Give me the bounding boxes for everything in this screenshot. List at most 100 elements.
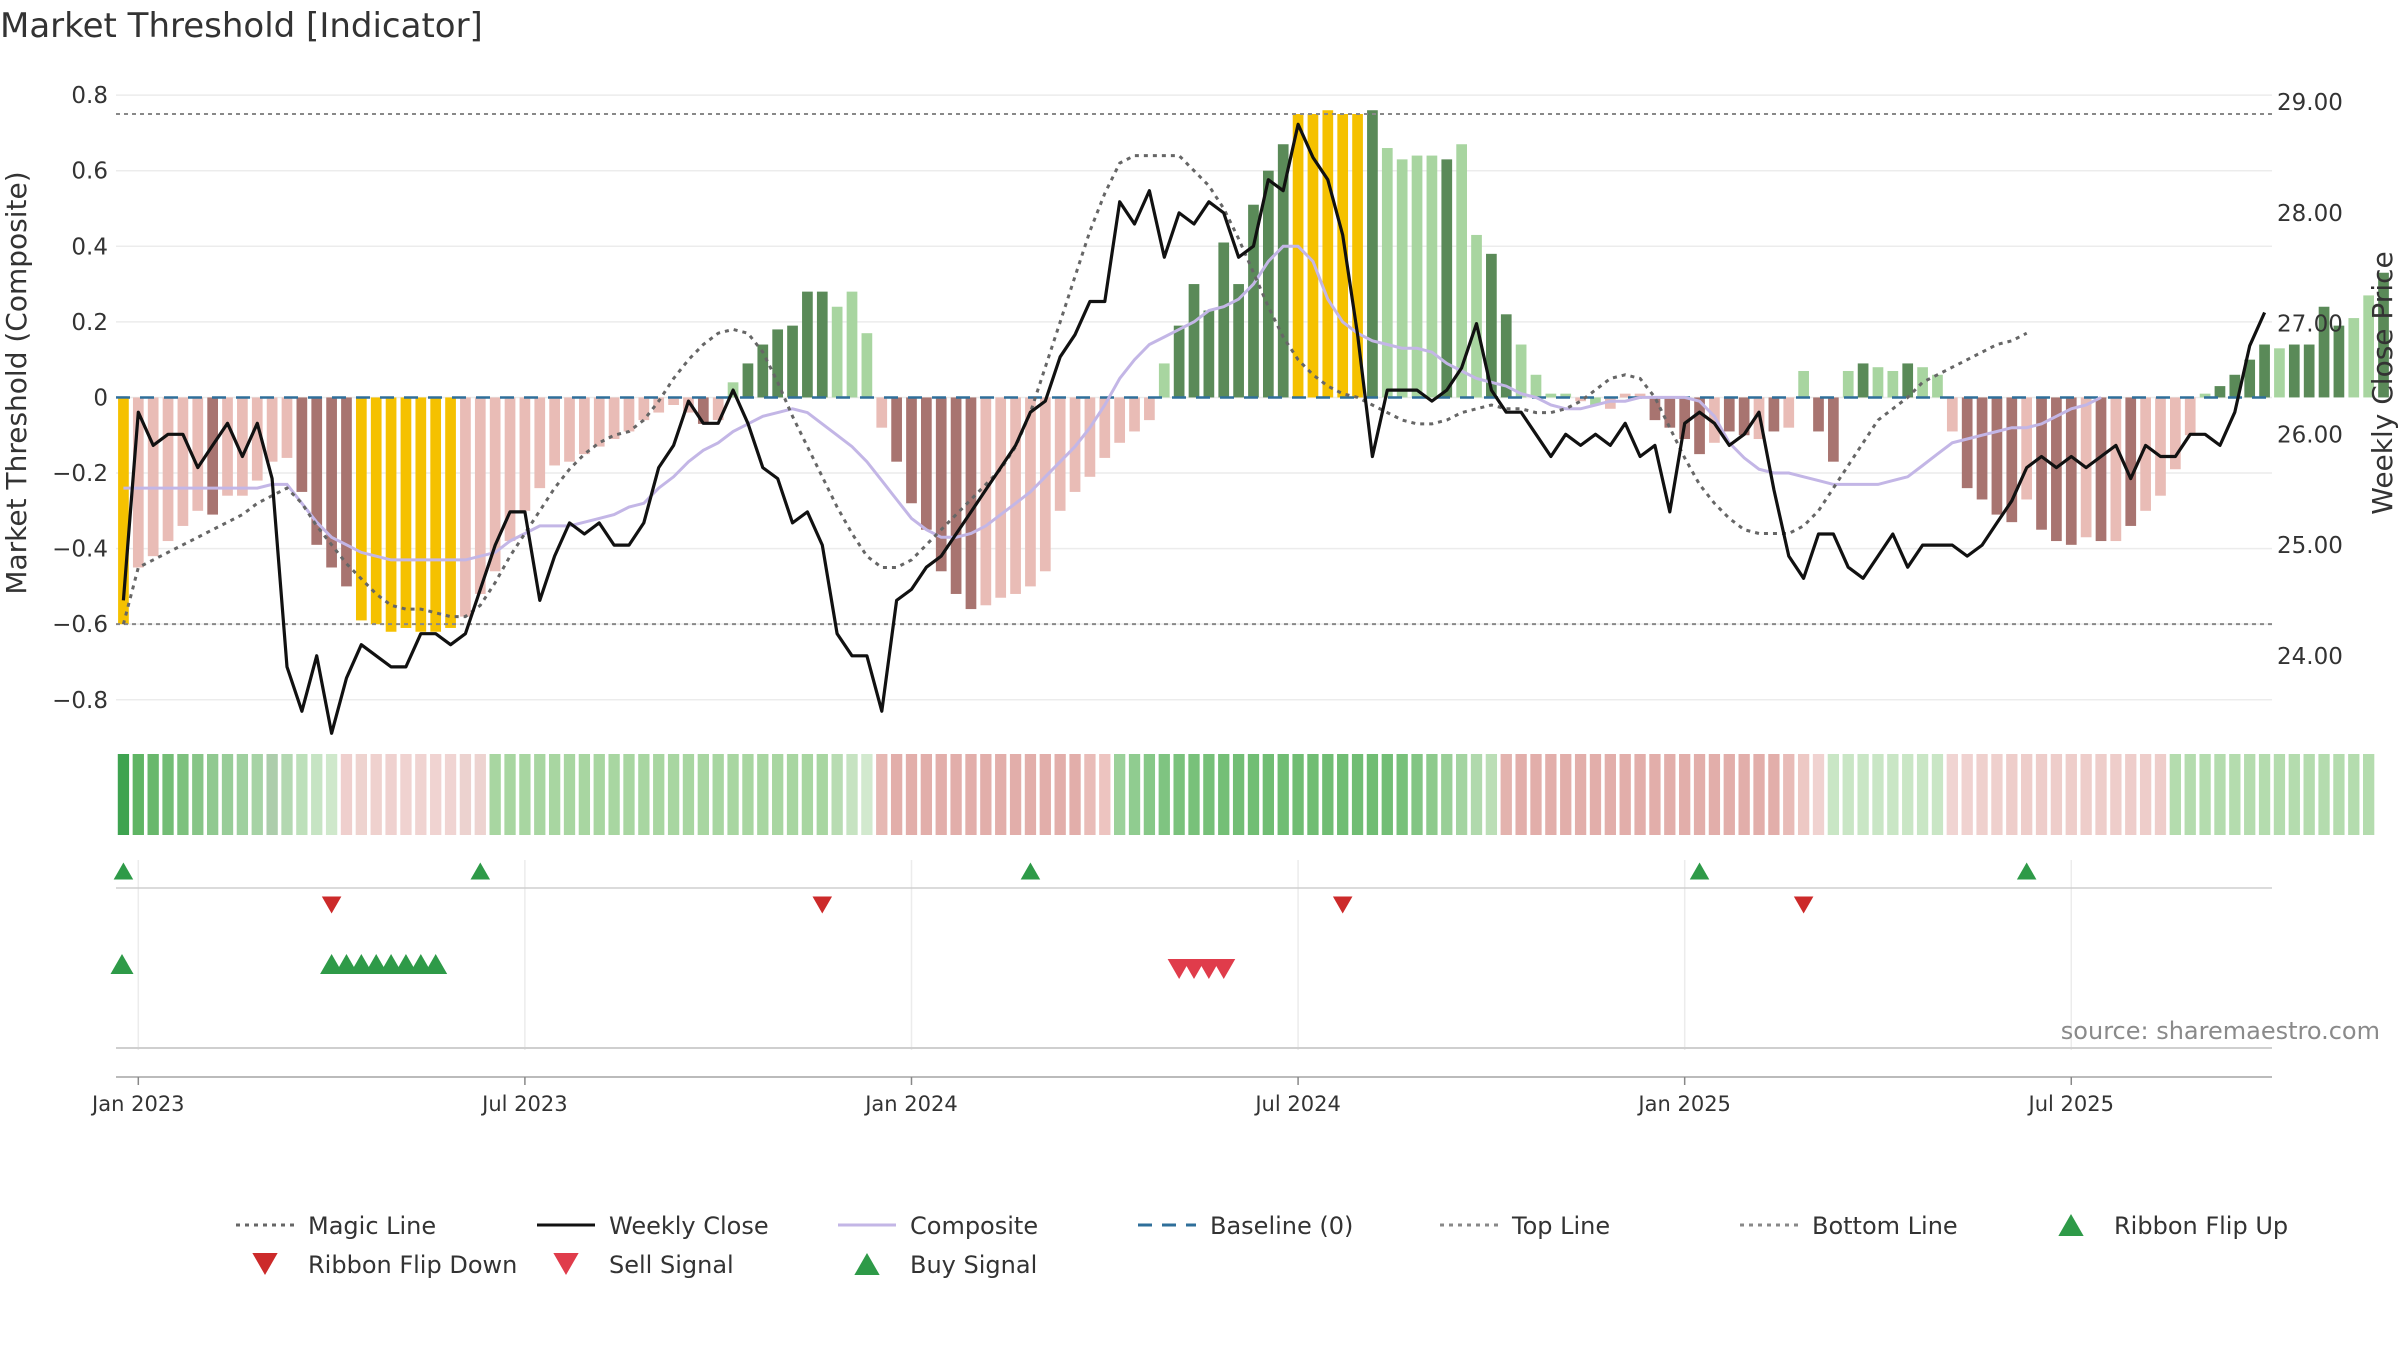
composite-bar <box>2095 397 2107 542</box>
composite-bar <box>2051 397 2062 542</box>
ribbon-cell <box>206 754 219 835</box>
ribbon-cell <box>965 754 977 835</box>
composite-bar <box>311 397 323 545</box>
composite-bar <box>1144 397 1155 421</box>
ribbon-cell <box>1039 754 1051 835</box>
ribbon-cell <box>578 754 591 835</box>
ribbon-cell <box>1515 754 1527 835</box>
ribbon-cell <box>801 754 814 835</box>
ribbon-cell <box>742 754 754 835</box>
composite-bar <box>460 397 471 617</box>
ribbon-cell <box>2021 754 2033 835</box>
ribbon-cell <box>890 754 903 835</box>
legend-label: Baseline (0) <box>1210 1212 1353 1240</box>
composite-bars <box>118 110 2389 632</box>
right-axis: 29.00 28.00 27.00 26.00 25.00 24.00 <box>2277 90 2343 670</box>
composite-bar <box>341 397 352 587</box>
legend-label: Magic Line <box>308 1212 436 1240</box>
composite-bar <box>2274 348 2285 398</box>
ribbon-cell <box>1173 754 1185 835</box>
legend-label: Bottom Line <box>1812 1212 1958 1240</box>
ribbon-cell <box>1708 754 1721 835</box>
sell-signal-marker <box>1212 959 1236 979</box>
ribbon-cell <box>1441 754 1453 835</box>
ribbon-cell <box>1976 754 1988 835</box>
ribbon-cell <box>1455 754 1468 835</box>
buy-signal-marker <box>364 954 388 974</box>
ribbon-cell <box>132 754 144 835</box>
left-tick-label: 0.6 <box>71 159 108 185</box>
buy-signal-marker <box>320 954 344 974</box>
legend-swatch <box>553 1253 579 1275</box>
ribbon-cell <box>117 754 130 835</box>
composite-bar <box>1039 397 1051 572</box>
left-axis-label: Market Threshold (Composite) <box>0 171 33 594</box>
legend-swatch <box>854 1253 880 1275</box>
composite-bar <box>534 397 546 489</box>
ribbon-cell <box>2244 754 2256 835</box>
composite-bar <box>1173 325 1185 398</box>
ribbon-flip-down-marker <box>321 896 342 914</box>
date-tick-label: Jan 2024 <box>863 1092 958 1116</box>
right-tick-label: 26.00 <box>2277 422 2343 448</box>
ribbon-cell <box>1322 754 1334 835</box>
composite-bar <box>1976 397 1988 500</box>
ribbon-cell <box>995 754 1007 835</box>
magic-line-line <box>121 154 2028 625</box>
composite-bar <box>1991 397 2003 515</box>
ribbon-cell <box>1470 754 1483 835</box>
composite-bar <box>251 397 263 481</box>
ribbon-cell <box>980 754 992 835</box>
ribbon-cell <box>1649 754 1661 835</box>
composite-bar <box>697 397 709 424</box>
composite-bar <box>846 291 858 398</box>
ribbon-cell <box>2303 754 2315 835</box>
composite-bar <box>1694 397 1705 455</box>
ribbon-cell <box>2125 754 2137 835</box>
legend-item: Weekly Close <box>537 1212 769 1240</box>
ribbon-cell <box>1188 754 1200 835</box>
ribbon-cell <box>1827 754 1840 835</box>
ribbon-cell <box>1991 754 2003 835</box>
composite-bar <box>1471 234 1482 398</box>
ribbon-cell <box>221 754 234 835</box>
ribbon-cell <box>2065 754 2077 835</box>
legend-swatch <box>2058 1214 2084 1236</box>
ribbon-cell <box>192 754 204 835</box>
composite-bar <box>2110 397 2122 542</box>
ribbon-cell <box>504 754 516 835</box>
ribbon-cell <box>1009 754 1022 835</box>
right-tick-label: 27.00 <box>2277 312 2343 338</box>
ribbon-cell <box>920 754 933 835</box>
ribbon-cell <box>1872 754 1884 835</box>
composite-bar <box>1530 374 1542 398</box>
ribbon-cell <box>1054 754 1066 835</box>
ribbon-cell <box>459 754 472 835</box>
composite-bar <box>921 397 932 530</box>
ribbon-strip <box>117 754 2375 835</box>
composite-bar <box>1292 114 1304 398</box>
composite-bar <box>1560 393 1572 398</box>
ribbon-cell <box>563 754 576 835</box>
ribbon-cell <box>311 754 323 835</box>
ribbon-cell <box>1143 754 1156 835</box>
ribbon-flip-up-marker <box>113 862 134 880</box>
composite-bar <box>1054 397 1066 511</box>
composite-bar <box>370 397 382 625</box>
composite-bar <box>1307 114 1319 398</box>
ribbon-cell <box>281 754 293 835</box>
composite-bar <box>802 291 813 398</box>
ribbon-cell <box>861 754 873 835</box>
composite-bar <box>2378 272 2389 398</box>
ribbon-cell <box>593 754 605 835</box>
composite-bar <box>1114 397 1126 443</box>
composite-bar <box>2363 295 2375 398</box>
composite-bar <box>1828 397 1839 462</box>
composite-bar <box>1664 397 1676 428</box>
composite-bar <box>1590 397 1601 405</box>
ribbon-cell <box>2333 754 2345 835</box>
composite-bar <box>608 397 620 440</box>
ribbon-cell <box>1084 754 1096 835</box>
composite-bar <box>668 397 679 405</box>
